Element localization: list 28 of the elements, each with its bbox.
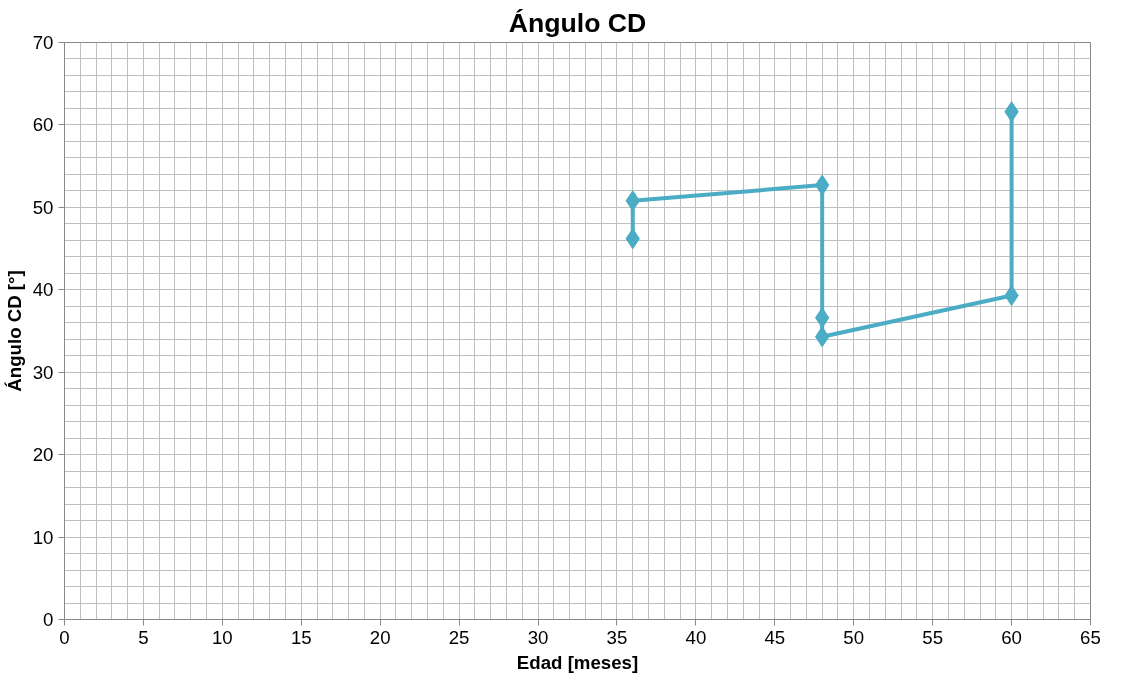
x-tick-label: 25: [448, 626, 470, 648]
point: [814, 307, 830, 329]
y-tick-label: 60: [32, 114, 54, 136]
x-tick-label: 55: [922, 626, 944, 648]
y-tick-label: 20: [32, 444, 54, 466]
point: [814, 174, 830, 196]
y-tick-label: 40: [32, 279, 54, 301]
x-tick-label: 20: [369, 626, 391, 648]
x-tick-label: 35: [606, 626, 628, 648]
x-axis-title: Edad [meses]: [516, 651, 639, 673]
x-tick-label: 10: [211, 626, 233, 648]
point: [814, 326, 830, 348]
x-tick-label: 0: [59, 626, 70, 648]
x-tick-label: 60: [1001, 626, 1022, 648]
y-tick-label: 10: [32, 526, 54, 548]
x-tick-label: 15: [290, 626, 312, 648]
y-axis-title: Ángulo CD [°]: [3, 270, 25, 392]
x-tick-label: 65: [1080, 626, 1101, 648]
y-tick-label: 30: [32, 361, 54, 383]
y-tick-label: 70: [32, 32, 54, 53]
x-tick-label: 50: [843, 626, 865, 648]
y-tick-label: 0: [43, 609, 54, 630]
y-tick-label: 50: [32, 196, 54, 218]
x-tick-label: 5: [138, 626, 149, 648]
x-tick-label: 30: [527, 626, 549, 648]
chart-title: Ángulo CD: [508, 7, 647, 38]
x-tick-label: 40: [685, 626, 707, 648]
x-tick-label: 45: [764, 626, 786, 648]
